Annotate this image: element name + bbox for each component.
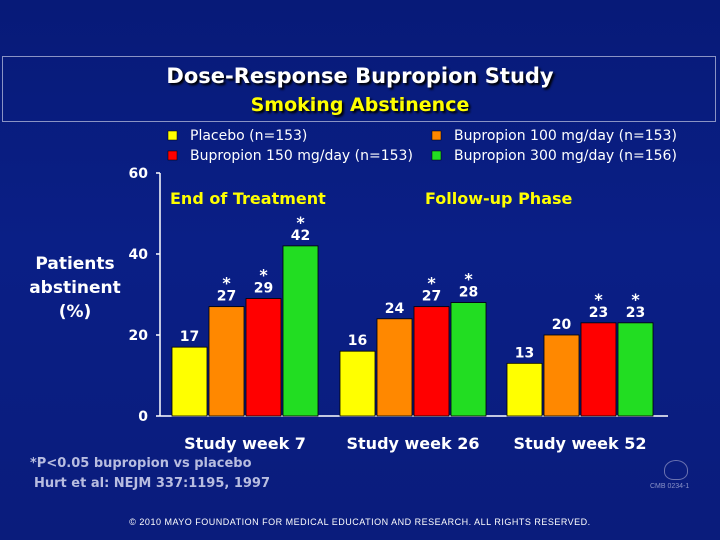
citation-footnote: Hurt et al: NEJM 337:1195, 1997	[34, 476, 271, 491]
y-tick-label-0: 0	[138, 409, 148, 425]
data-label-2-3: 23	[626, 305, 645, 321]
legend-label-0: Placebo (n=153)	[190, 128, 307, 144]
legend-swatch-3	[431, 150, 442, 161]
bar-study-week-7-series-1	[208, 306, 245, 417]
y-axis-label-line-3: (%)	[58, 302, 92, 322]
x-category-label-2: Study week 52	[514, 434, 647, 453]
legend-label-2: Bupropion 150 mg/day (n=153)	[190, 148, 413, 164]
y-axis-label: Patients abstinent (%)	[20, 252, 130, 324]
data-label-0-0: 17	[180, 329, 199, 345]
significance-marker-2-3: *	[631, 290, 640, 309]
legend-swatch-2	[167, 150, 178, 161]
y-tick-label-20: 20	[129, 328, 149, 344]
bar-study-week-7-series-3	[282, 245, 319, 417]
data-label-2-1: 20	[552, 317, 572, 333]
significance-marker-1-2: *	[427, 274, 436, 293]
title-box	[2, 56, 716, 122]
significance-marker-0-2: *	[259, 266, 268, 285]
data-label-0-1: 27	[217, 289, 236, 305]
bar-study-week-26-series-0	[339, 350, 376, 417]
data-label-0-2: 29	[254, 281, 273, 297]
slide-code: CMB 0234-1	[650, 483, 690, 490]
significance-footnote: *P<0.05 bupropion vs placebo	[30, 456, 252, 471]
legend-swatch-1	[431, 130, 442, 141]
x-category-label-1: Study week 26	[347, 434, 480, 453]
significance-marker-0-3: *	[296, 213, 305, 232]
bar-study-week-52-series-2	[580, 322, 617, 417]
bar-study-week-52-series-0	[506, 362, 543, 417]
data-label-2-2: 23	[589, 305, 608, 321]
data-label-0-3: 42	[291, 228, 310, 244]
bar-study-week-52-series-3	[617, 322, 654, 417]
legend-label-3: Bupropion 300 mg/day (n=156)	[454, 148, 677, 164]
y-axis-label-line-1: Patients	[35, 254, 115, 274]
data-label-1-0: 16	[348, 333, 367, 349]
x-category-label-0: Study week 7	[184, 434, 306, 453]
y-tick-label-60: 60	[129, 166, 149, 182]
legend-label-1: Bupropion 100 mg/day (n=153)	[454, 128, 677, 144]
data-label-1-3: 28	[459, 285, 478, 301]
bar-study-week-52-series-1	[543, 334, 580, 417]
phase-label-end-of-treatment: End of Treatment	[170, 189, 326, 208]
bar-study-week-7-series-2	[245, 298, 282, 417]
data-label-1-2: 27	[422, 289, 441, 305]
y-axis-label-line-2: abstinent	[29, 278, 121, 298]
slide-subtitle: Smoking Abstinence	[250, 94, 470, 116]
slide-title: Dose-Response Bupropion Study	[166, 64, 554, 88]
mayo-logo-icon	[664, 460, 688, 480]
y-tick-label-40: 40	[129, 247, 149, 263]
data-label-2-0: 13	[515, 345, 534, 361]
significance-marker-2-2: *	[594, 290, 603, 309]
legend-swatch-0	[167, 130, 178, 141]
phase-label-follow-up: Follow-up Phase	[425, 189, 573, 208]
bar-study-week-26-series-3	[450, 302, 487, 417]
significance-marker-0-1: *	[222, 274, 231, 293]
bar-study-week-26-series-1	[376, 318, 413, 417]
copyright-footer: © 2010 MAYO FOUNDATION FOR MEDICAL EDUCA…	[129, 517, 591, 527]
bar-study-week-26-series-2	[413, 306, 450, 417]
significance-marker-1-3: *	[464, 270, 473, 289]
data-label-1-1: 24	[385, 301, 405, 317]
bar-study-week-7-series-0	[171, 346, 208, 417]
